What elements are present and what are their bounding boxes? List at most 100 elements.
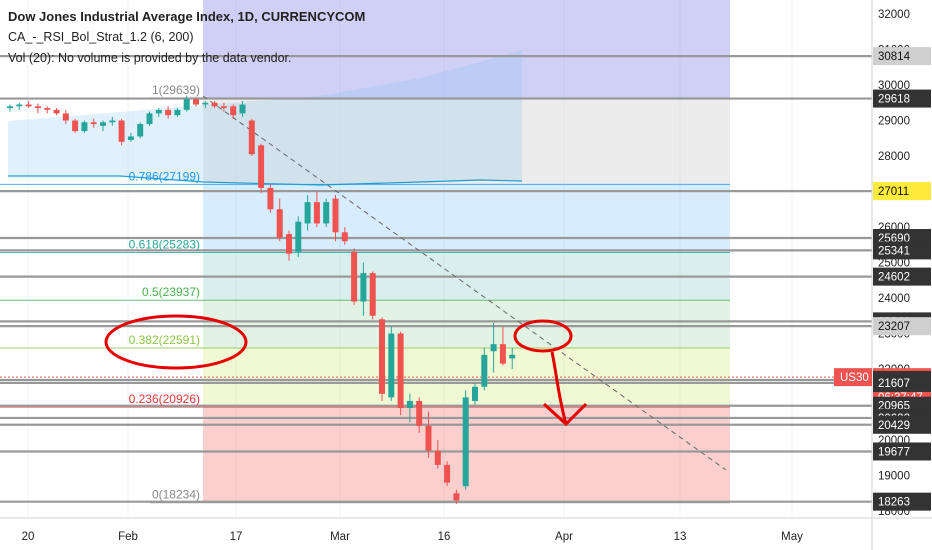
candle-body [490,344,497,352]
candle[interactable] [434,440,441,469]
fib-zone [203,97,730,185]
candle-body [369,273,376,316]
candle[interactable] [453,489,460,504]
time-tick-label: 20 [22,531,35,543]
fib-zone [203,300,730,349]
price-label-text: 20429 [878,420,910,432]
price-tick-label: 30000 [878,80,910,92]
bollinger-band [8,50,522,185]
candle[interactable] [81,120,88,133]
candle[interactable] [276,198,283,242]
candle[interactable] [127,132,134,142]
candle-body [313,202,320,224]
candle[interactable] [248,118,255,156]
candle[interactable] [137,122,144,139]
price-label: 24602 [873,267,931,286]
price-label-text: 18263 [878,497,910,509]
price-label-text: 23207 [878,321,910,333]
time-tick-label: Feb [118,531,138,543]
candle[interactable] [230,104,237,119]
candle[interactable] [7,104,13,112]
candle[interactable] [118,118,125,146]
candle[interactable] [323,198,330,227]
candle[interactable] [155,108,162,117]
trend-line [202,95,727,471]
candle[interactable] [341,227,348,245]
candle[interactable] [379,317,385,401]
candle[interactable] [397,331,404,416]
price-label: 25341 [873,241,931,260]
candle[interactable] [490,322,497,373]
candle[interactable] [90,118,97,128]
price-label: 18263 [873,492,931,511]
candle[interactable] [444,461,451,487]
candle[interactable] [472,383,478,405]
candle[interactable] [406,393,413,423]
fib-zone [203,0,730,98]
candle[interactable] [258,143,265,194]
candle[interactable] [25,100,32,109]
fib-label: 0(18234) [152,488,200,502]
candle[interactable] [174,108,181,117]
candle[interactable] [481,347,488,391]
candle-body [72,120,79,132]
chart-title: Dow Jones Industrial Average Index, 1D, … [8,9,366,24]
candle-body [44,108,51,110]
candle-body [397,333,404,409]
price-label-bg [873,47,931,66]
price-label-text: 19677 [878,446,910,458]
candle[interactable] [360,262,367,316]
candle[interactable] [16,102,23,110]
candle[interactable] [193,97,199,107]
fib-label: 0.382(22591) [129,333,200,347]
candle[interactable] [499,326,506,366]
candle-body [53,109,60,114]
candle-body [165,109,172,116]
indicator-label: CA_-_RSI_Bol_Strat_1.2 (6, 200) [8,30,194,44]
price-label-bg [873,492,931,511]
candle[interactable] [351,248,358,306]
price-label-text: 21607 [878,378,910,390]
candle[interactable] [100,120,106,132]
candle[interactable] [220,102,227,112]
candle-body [276,209,283,238]
candle[interactable] [416,397,423,433]
candle[interactable] [183,95,190,112]
candle[interactable] [509,347,516,369]
candle[interactable] [211,100,218,109]
candle[interactable] [369,271,376,320]
candle[interactable] [313,191,320,228]
candle[interactable] [109,116,116,126]
candle[interactable] [286,230,292,261]
fib-zone [203,348,730,408]
candle-body [388,333,395,398]
candle[interactable] [53,108,60,116]
candle[interactable] [267,184,274,213]
candle-body [81,122,88,132]
candle-body [258,145,265,188]
candle[interactable] [462,390,469,490]
candle[interactable] [165,106,172,119]
candle[interactable] [202,100,209,109]
candle[interactable] [72,118,79,133]
candle-body [509,354,516,359]
candle[interactable] [388,326,395,401]
candle-body [109,120,116,123]
candle[interactable] [425,411,432,458]
candle-body [202,102,209,105]
candle-body [304,202,311,224]
candle[interactable] [332,195,339,242]
plot-area[interactable] [0,0,872,518]
candle[interactable] [44,106,51,114]
price-label: 23207 [873,317,931,336]
candle[interactable] [304,195,311,231]
candle[interactable] [34,103,41,114]
candle[interactable] [62,109,69,125]
price-tick-label: 28000 [878,151,910,163]
candle[interactable] [295,216,302,258]
candle-body [434,450,441,465]
candle[interactable] [146,111,153,126]
candle[interactable] [239,100,246,117]
time-tick-label: 16 [438,531,451,543]
